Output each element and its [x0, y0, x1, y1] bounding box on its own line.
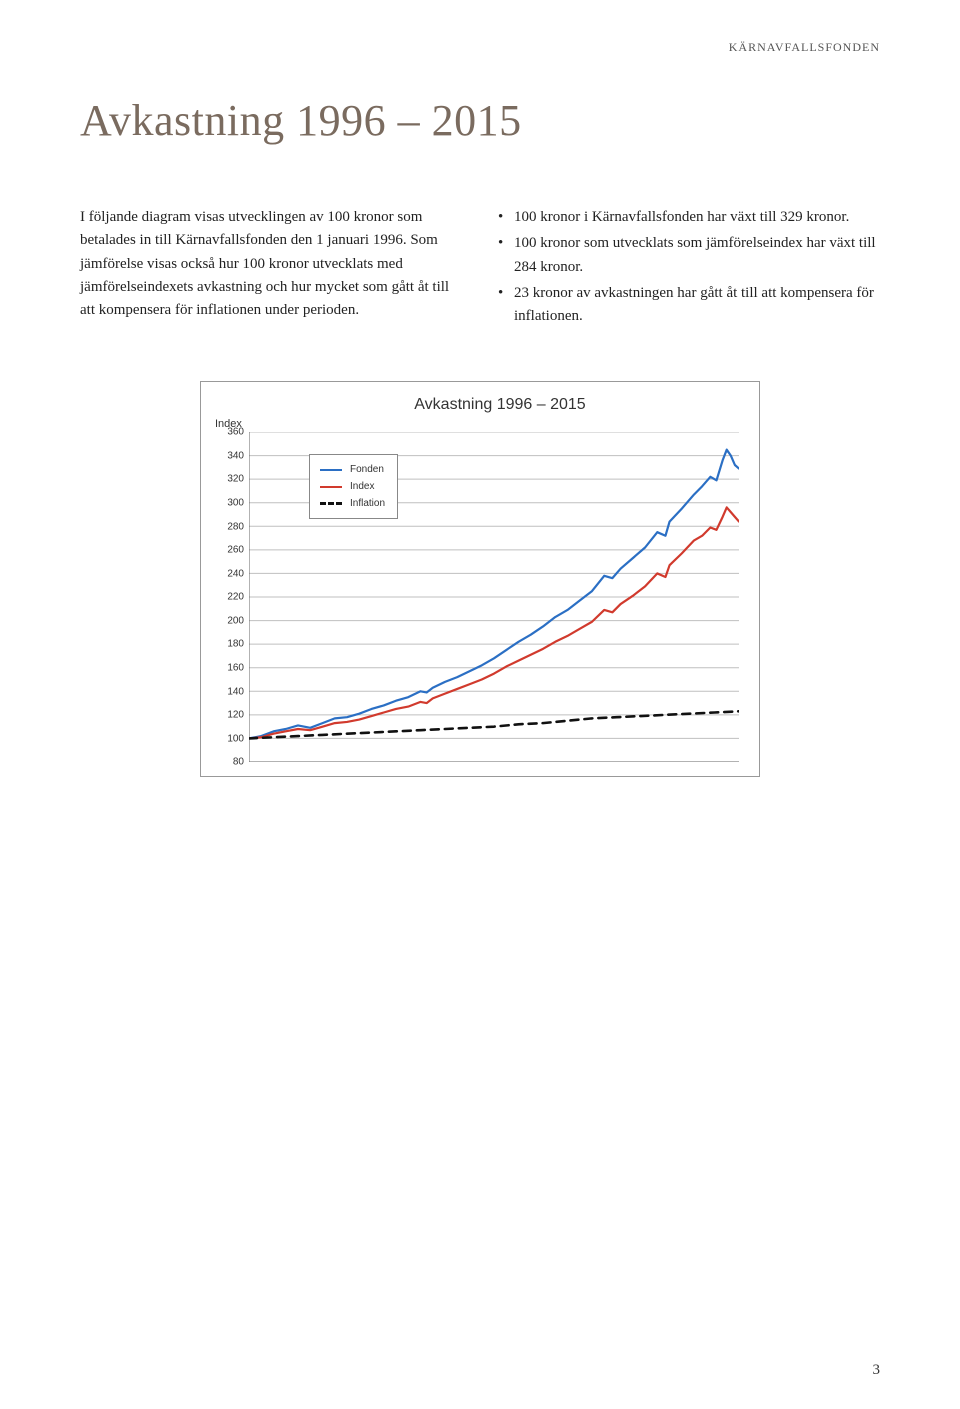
y-tick-label: 220	[227, 592, 244, 603]
series-inflation	[249, 712, 739, 739]
y-tick-label: 100	[227, 733, 244, 744]
y-tick-label: 300	[227, 497, 244, 508]
y-axis-label: Index	[215, 418, 745, 430]
legend-item-fonden: Fonden	[320, 461, 385, 478]
page: KÄRNAVFALLSFONDEN Avkastning 1996 – 2015…	[0, 0, 960, 1409]
y-tick-label: 280	[227, 521, 244, 532]
legend-swatch	[320, 486, 342, 489]
y-tick-label: 240	[227, 568, 244, 579]
chart-title: Avkastning 1996 – 2015	[255, 396, 745, 414]
y-tick-label: 80	[233, 757, 244, 768]
legend-label: Index	[350, 481, 374, 492]
y-axis: 3603403203002802602402202001801601401201…	[215, 432, 249, 762]
y-tick-label: 260	[227, 545, 244, 556]
plot-area: Fonden Index Inflation	[249, 432, 745, 762]
y-tick-label: 140	[227, 686, 244, 697]
chart-container: Avkastning 1996 – 2015 Index 360 340 320 30…	[200, 381, 760, 777]
intro-paragraph: I följande diagram visas utvecklingen av…	[80, 206, 462, 322]
legend-item-inflation: Inflation	[320, 495, 385, 512]
left-column: I följande diagram visas utvecklingen av…	[80, 206, 462, 331]
legend-label: Fonden	[350, 464, 384, 475]
y-tick-label: 200	[227, 615, 244, 626]
legend-label: Inflation	[350, 498, 385, 509]
y-tick-label: 340	[227, 450, 244, 461]
y-tick-label: 120	[227, 710, 244, 721]
legend-swatch	[320, 502, 342, 505]
chart-inner: Index 360 340 320 300 280 260 240 220 200 180 160 1…	[215, 418, 745, 762]
series-index	[249, 508, 739, 739]
y-tick-label: 320	[227, 474, 244, 485]
page-title: Avkastning 1996 – 2015	[80, 95, 880, 146]
header-org: KÄRNAVFALLSFONDEN	[80, 40, 880, 55]
y-tick-label: 360	[227, 427, 244, 438]
legend-swatch	[320, 469, 342, 472]
body-columns: I följande diagram visas utvecklingen av…	[80, 206, 880, 331]
y-tick-label: 180	[227, 639, 244, 650]
page-number: 3	[873, 1362, 881, 1379]
plot-row: 3603403203002802602402202001801601401201…	[215, 432, 745, 762]
y-tick-label: 160	[227, 662, 244, 673]
bullet-list: 100 kronor i Kärnavfallsfonden har växt …	[498, 206, 880, 328]
bullet-item: 100 kronor i Kärnavfallsfonden har växt …	[498, 206, 880, 229]
legend: Fonden Index Inflation	[309, 454, 398, 519]
bullet-item: 23 kronor av avkastningen har gått åt ti…	[498, 282, 880, 329]
legend-item-index: Index	[320, 478, 385, 495]
bullet-item: 100 kronor som utvecklats som jämförelse…	[498, 232, 880, 279]
right-column: 100 kronor i Kärnavfallsfonden har växt …	[498, 206, 880, 331]
